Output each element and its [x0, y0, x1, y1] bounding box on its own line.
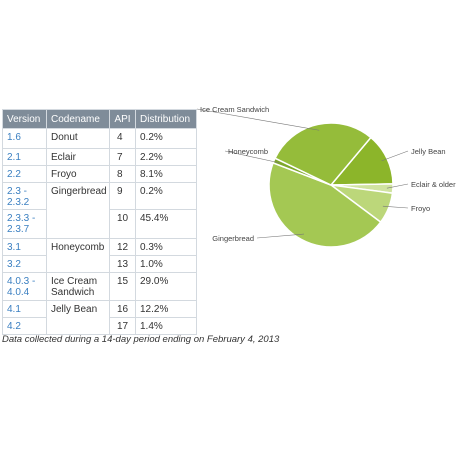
slice-label: Froyo [411, 204, 430, 213]
api-cell: 10 [109, 209, 136, 239]
label-leader-line [381, 150, 409, 162]
table-row: 2.2 Froyo 8 8.1% [2, 165, 197, 183]
data-caption: Data collected during a 14-day period en… [2, 334, 280, 345]
distribution-cell: 0.2% [135, 182, 197, 210]
slice-label: Gingerbread [212, 234, 254, 243]
label-leader-line [224, 150, 280, 164]
table-row: 4.1 Jelly Bean 16 12.2% [2, 300, 197, 335]
slice-gingerbread [268, 161, 382, 248]
codename-cell: Gingerbread [46, 182, 110, 239]
slice-label: Ice Cream Sandwich [200, 105, 269, 114]
version-cell: 2.3 - 2.3.2 [2, 182, 47, 210]
header-codename: Codename [46, 109, 110, 129]
slice-label: Jelly Bean [411, 147, 446, 156]
api-cell: 9 [109, 182, 136, 210]
version-cell: 4.2 [2, 317, 47, 335]
distribution-table: Version Codename API Distribution 1.6 Don… [2, 109, 197, 335]
label-leader-line [256, 233, 305, 239]
slice-ice-cream-sandwich [274, 122, 372, 186]
label-leader-line [382, 205, 409, 209]
distribution-cell: 1.4% [135, 317, 197, 335]
label-leader-line [386, 183, 409, 189]
table-row: 1.6 Donut 4 0.2% [2, 128, 197, 149]
table-row: 2.3.3 - 2.3.7 10 45.4% [2, 209, 197, 239]
distribution-cell: 45.4% [135, 209, 197, 239]
table-row: 2.3 - 2.3.2 Gingerbread 9 0.2% [2, 182, 197, 239]
distribution-cell: 2.2% [135, 148, 197, 166]
version-cell: 2.3.3 - 2.3.7 [2, 209, 47, 239]
slice-label: Eclair & older [411, 180, 456, 189]
label-leader-line [196, 108, 320, 131]
codename-cell: Ice Cream Sandwich [46, 272, 110, 301]
slice-label: Honeycomb [228, 147, 268, 156]
table-body: 1.6 Donut 4 0.2% 2.1 Eclair 7 2.2% 2.2 Froyo 8 8.1%… [2, 128, 197, 335]
api-cell: 15 [109, 272, 136, 301]
header-version: Version [2, 109, 47, 129]
table-row: 4.2 17 1.4% [2, 317, 197, 335]
table-row: 2.1 Eclair 7 2.2% [2, 148, 197, 166]
slice-jelly-bean [329, 136, 394, 186]
